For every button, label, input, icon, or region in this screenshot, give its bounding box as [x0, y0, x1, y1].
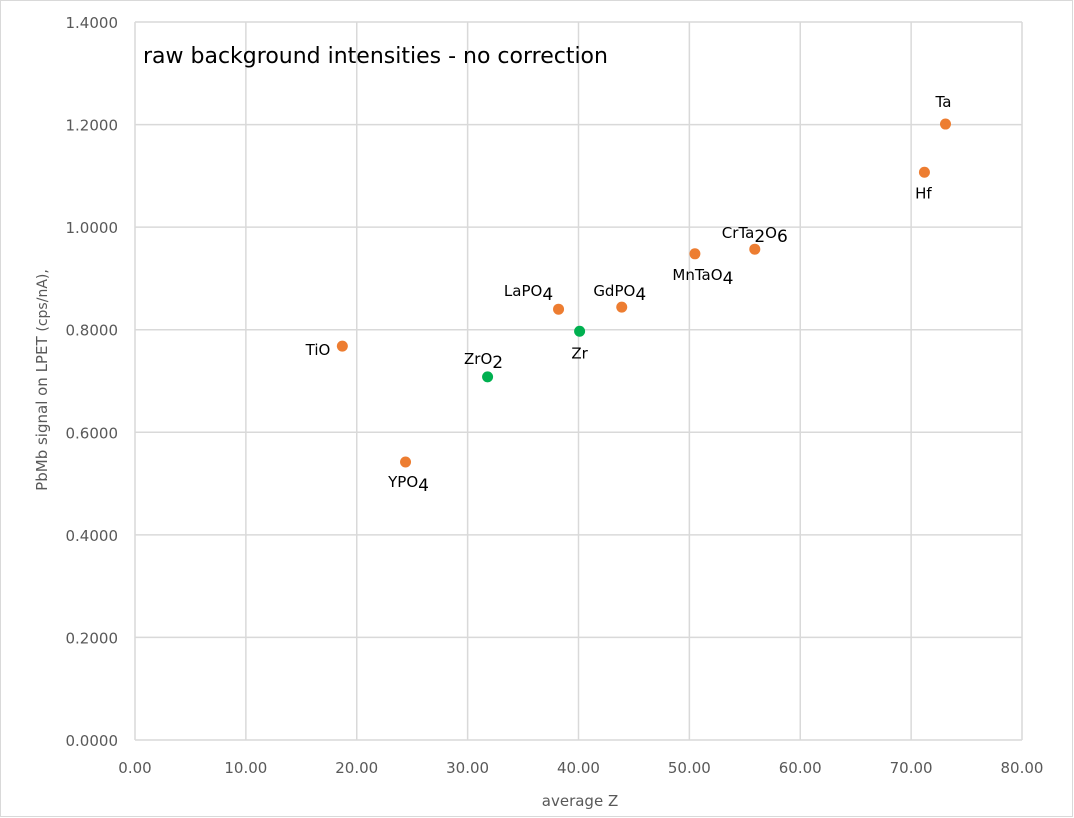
y-tick-label: 1.4000	[66, 14, 119, 32]
y-tick-label: 0.6000	[66, 424, 119, 442]
point-label-lapo4: LaPO4	[504, 282, 553, 305]
data-point-crta2o6	[749, 243, 761, 255]
x-tick-label: 40.00	[557, 759, 600, 777]
x-axis-title: average Z	[542, 792, 618, 810]
point-label-gdpo4: GdPO4	[593, 282, 646, 305]
x-tick-label: 30.00	[446, 759, 489, 777]
data-point-mntao4	[689, 248, 701, 260]
x-tick-label: 50.00	[668, 759, 711, 777]
point-label-zro2: ZrO2	[464, 350, 503, 373]
y-axis-title-main: PbMb signal on LPET	[33, 332, 51, 491]
point-label-hf: Hf	[915, 184, 932, 202]
data-point-ypo4	[400, 456, 412, 468]
data-point-gdpo4	[616, 301, 628, 313]
y-axis-title-unit: (cps/nA),	[35, 269, 51, 331]
point-label-tio: TiO	[305, 341, 331, 359]
gridlines	[134, 21, 1023, 741]
data-point-zr	[574, 325, 586, 337]
y-tick-label: 1.0000	[66, 219, 119, 237]
tick-labels: 0.00 10.00 20.00 30.00 40.00 50.00 60.00 70.00 8…	[66, 14, 1044, 777]
point-label-ta: Ta	[935, 93, 952, 111]
x-tick-label: 0.00	[118, 759, 151, 777]
chart-title: raw background intensities - no correcti…	[143, 44, 608, 69]
y-axis-title: PbMb signal on LPET (cps/nA),	[33, 269, 51, 491]
y-tick-label: 0.4000	[66, 527, 119, 545]
data-point-tio	[336, 340, 348, 352]
x-tick-label: 70.00	[890, 759, 933, 777]
x-tick-label: 20.00	[335, 759, 378, 777]
x-tick-label: 60.00	[779, 759, 822, 777]
data-point-lapo4	[553, 303, 565, 315]
data-point-ta	[939, 118, 951, 130]
x-tick-label: 80.00	[1001, 759, 1044, 777]
point-label-zr: Zr	[571, 344, 588, 362]
y-tick-label: 0.2000	[66, 629, 119, 647]
x-tick-label: 10.00	[224, 759, 267, 777]
point-label-crta2o6: CrTa2O6	[722, 224, 788, 247]
data-point-zro2	[482, 371, 494, 383]
y-tick-label: 0.0000	[66, 732, 119, 750]
data-point-hf	[918, 166, 930, 178]
y-tick-label: 1.2000	[66, 117, 119, 135]
data-points: TiO YPO4 ZrO2 LaPO4 Zr GdPO4 MnTaO4 CrTa2O6 Hf Ta	[305, 93, 952, 496]
point-label-ypo4: YPO4	[387, 473, 429, 496]
point-label-mntao4: MnTaO4	[672, 266, 733, 289]
y-tick-label: 0.8000	[66, 322, 119, 340]
